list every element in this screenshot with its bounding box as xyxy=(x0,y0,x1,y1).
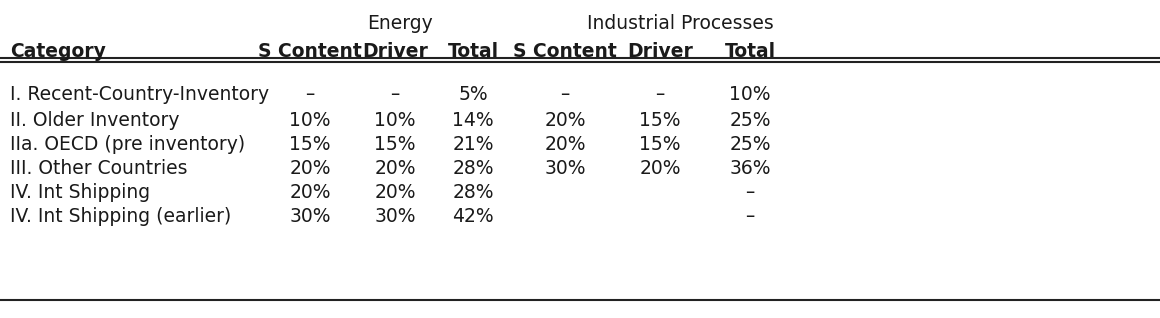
Text: 28%: 28% xyxy=(452,159,494,178)
Text: 20%: 20% xyxy=(544,111,586,130)
Text: Driver: Driver xyxy=(362,42,428,61)
Text: 42%: 42% xyxy=(452,207,494,226)
Text: 20%: 20% xyxy=(289,159,331,178)
Text: I. Recent-Country-Inventory: I. Recent-Country-Inventory xyxy=(10,85,269,104)
Text: 20%: 20% xyxy=(639,159,681,178)
Text: 30%: 30% xyxy=(375,207,415,226)
Text: –: – xyxy=(655,85,665,104)
Text: 36%: 36% xyxy=(730,159,770,178)
Text: 30%: 30% xyxy=(289,207,331,226)
Text: 20%: 20% xyxy=(375,183,415,202)
Text: 20%: 20% xyxy=(289,183,331,202)
Text: –: – xyxy=(746,183,755,202)
Text: 20%: 20% xyxy=(544,135,586,154)
Text: –: – xyxy=(305,85,314,104)
Text: III. Other Countries: III. Other Countries xyxy=(10,159,188,178)
Text: Energy: Energy xyxy=(367,14,433,33)
Text: Total: Total xyxy=(448,42,499,61)
Text: 15%: 15% xyxy=(639,135,681,154)
Text: 15%: 15% xyxy=(289,135,331,154)
Text: 15%: 15% xyxy=(375,135,415,154)
Text: 25%: 25% xyxy=(730,111,770,130)
Text: 15%: 15% xyxy=(639,111,681,130)
Text: Category: Category xyxy=(10,42,106,61)
Text: 5%: 5% xyxy=(458,85,488,104)
Text: Total: Total xyxy=(725,42,776,61)
Text: –: – xyxy=(560,85,570,104)
Text: S Content: S Content xyxy=(259,42,362,61)
Text: 10%: 10% xyxy=(375,111,415,130)
Text: Driver: Driver xyxy=(628,42,693,61)
Text: 21%: 21% xyxy=(452,135,494,154)
Text: IIa. OECD (pre inventory): IIa. OECD (pre inventory) xyxy=(10,135,245,154)
Text: Industrial Processes: Industrial Processes xyxy=(587,14,774,33)
Text: –: – xyxy=(746,207,755,226)
Text: 14%: 14% xyxy=(452,111,494,130)
Text: 10%: 10% xyxy=(730,85,770,104)
Text: IV. Int Shipping: IV. Int Shipping xyxy=(10,183,150,202)
Text: IV. Int Shipping (earlier): IV. Int Shipping (earlier) xyxy=(10,207,231,226)
Text: II. Older Inventory: II. Older Inventory xyxy=(10,111,180,130)
Text: 25%: 25% xyxy=(730,135,770,154)
Text: 10%: 10% xyxy=(289,111,331,130)
Text: 20%: 20% xyxy=(375,159,415,178)
Text: –: – xyxy=(391,85,400,104)
Text: 28%: 28% xyxy=(452,183,494,202)
Text: S Content: S Content xyxy=(513,42,617,61)
Text: 30%: 30% xyxy=(544,159,586,178)
